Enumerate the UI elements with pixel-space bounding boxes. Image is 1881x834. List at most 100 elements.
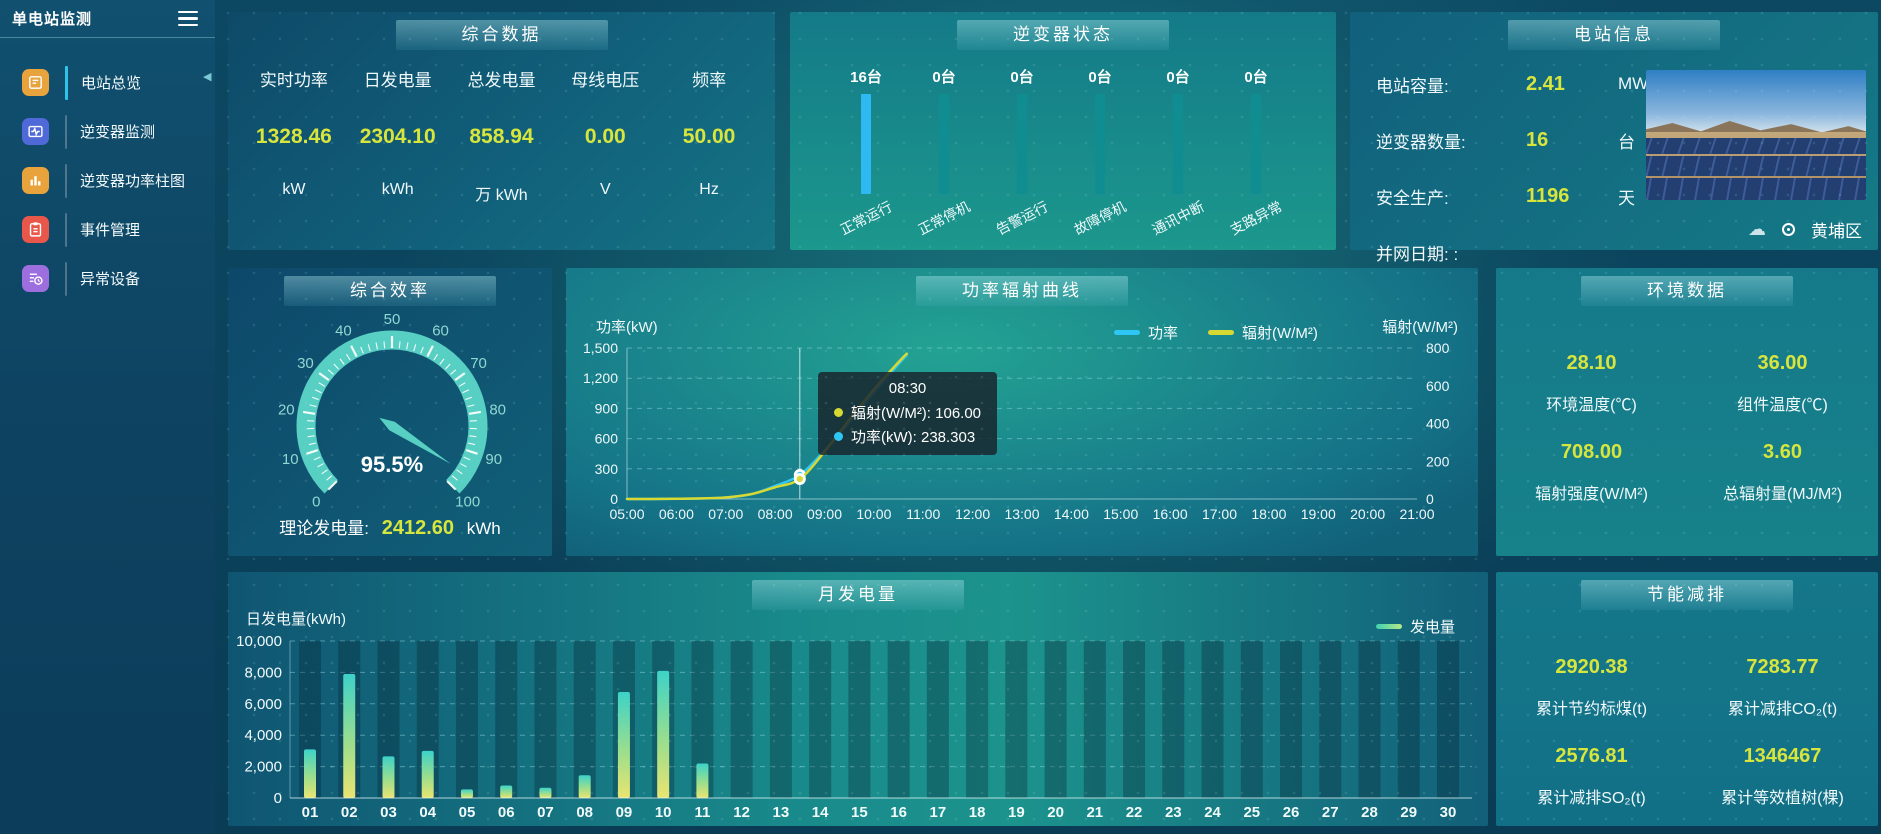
svg-text:200: 200 — [1426, 453, 1450, 469]
summary-metrics: 实时功率 1328.46 kW 日发电量 2304.10 kWh 总发电量 85… — [228, 50, 775, 205]
svg-text:10,000: 10,000 — [236, 633, 282, 650]
svg-text:900: 900 — [595, 400, 619, 416]
metric-frequency: 频率 50.00 Hz — [682, 71, 736, 198]
status-bar — [939, 94, 949, 194]
svg-text:15:00: 15:00 — [1103, 506, 1138, 522]
sidebar-item-inverter-power-bars[interactable]: 逆变器功率柱图 — [0, 156, 215, 205]
svg-text:4,000: 4,000 — [244, 727, 282, 744]
svg-text:600: 600 — [595, 431, 619, 447]
station-location: ☁ 黄埔区 — [1748, 217, 1862, 242]
svg-text:10: 10 — [282, 451, 299, 468]
inverter-count: 16台 — [850, 69, 882, 86]
panel-title-inverter-status: 逆变器状态 — [957, 20, 1169, 50]
sidebar-item-inverter-monitor[interactable]: 逆变器监测 — [0, 107, 215, 156]
panel-environment: 环境数据 28.10 环境温度(℃) 36.00 组件温度(℃) 708.00 … — [1496, 268, 1878, 556]
panel-title-summary: 综合数据 — [395, 20, 608, 50]
svg-text:17:00: 17:00 — [1202, 506, 1237, 522]
panel-summary: 综合数据 实时功率 1328.46 kW 日发电量 2304.10 kWh 总发… — [228, 12, 775, 250]
inverter-count: 0台 — [932, 69, 956, 86]
panel-title-environment: 环境数据 — [1581, 276, 1793, 306]
svg-text:06: 06 — [498, 804, 515, 821]
status-bar — [1017, 94, 1027, 194]
left-axis-title: 功率(kW) — [596, 319, 658, 336]
svg-text:80: 80 — [489, 401, 506, 418]
inverter-state-label: 通讯中断 — [1149, 198, 1207, 238]
inverter-state-label: 故障停机 — [1071, 198, 1129, 238]
bar-chart-legend[interactable]: 发电量 — [1376, 616, 1455, 637]
svg-text:90: 90 — [485, 451, 502, 468]
svg-text:25: 25 — [1243, 804, 1260, 821]
saving-metrics: 2920.38 累计节约标煤(t) 7283.77 累计减排CO₂(t) 257… — [1496, 630, 1878, 808]
svg-text:1,200: 1,200 — [583, 370, 618, 386]
legend-item[interactable]: 功率 — [1114, 322, 1178, 343]
metric-realtime-power: 实时功率 1328.46 kW — [255, 71, 332, 198]
svg-text:05:00: 05:00 — [609, 506, 644, 522]
panel-power-curve: 功率辐射曲线 功率(kW) 辐射(W/M²) 功率 辐射(W/M²) 0 300 60… — [566, 268, 1478, 556]
sidebar-menu: 电站总览 逆变器监测 逆变器功率柱图 事件管理 — [0, 58, 215, 303]
svg-text:11: 11 — [694, 804, 710, 821]
inverter-status-bar: 0台 通讯中断 — [1142, 66, 1214, 238]
inverter-status-bar: 16台 正常运行 — [830, 66, 902, 238]
panel-title-saving: 节能减排 — [1581, 580, 1793, 610]
inverter-count: 0台 — [1244, 69, 1268, 86]
status-bar — [1095, 94, 1105, 194]
svg-text:28: 28 — [1361, 804, 1378, 821]
inverter-monitor-icon — [22, 118, 49, 145]
panel-efficiency: 综合效率 0 10 20 30 40 50 60 70 80 90 100 95.5% 理论发电量: … — [228, 268, 552, 556]
theory-unit: kWh — [466, 519, 501, 538]
svg-text:09: 09 — [616, 804, 633, 821]
svg-text:11:00: 11:00 — [906, 506, 940, 522]
svg-text:29: 29 — [1400, 804, 1417, 821]
app-title: 单电站监测 — [12, 11, 93, 28]
collapse-sidebar-arrow[interactable]: ◀ — [203, 71, 212, 83]
monthly-generation-chart[interactable]: 0 2,000 4,000 6,000 8,000 10,000 01 02 03 04 05 06 0… — [228, 572, 1488, 826]
right-axis-title: 辐射(W/M²) — [1382, 319, 1458, 336]
svg-text:04: 04 — [419, 804, 436, 821]
so2-reduced: 2576.81 累计减排SO₂(t) — [1537, 745, 1646, 807]
status-bar — [861, 94, 871, 194]
theory-label: 理论发电量: — [279, 519, 369, 538]
svg-text:07:00: 07:00 — [708, 506, 743, 522]
panel-title-station-info: 电站信息 — [1508, 20, 1720, 50]
svg-text:23: 23 — [1165, 804, 1182, 821]
env-temperature: 28.10 环境温度(℃) — [1546, 352, 1637, 414]
svg-text:0: 0 — [312, 494, 320, 511]
svg-text:21:00: 21:00 — [1399, 506, 1434, 522]
svg-text:17: 17 — [930, 804, 947, 821]
environment-metrics: 28.10 环境温度(℃) 36.00 组件温度(℃) 708.00 辐射强度(… — [1496, 326, 1878, 504]
efficiency-gauge: 0 10 20 30 40 50 60 70 80 90 100 95.5% — [278, 311, 506, 511]
svg-text:09:00: 09:00 — [807, 506, 842, 522]
panel-title-monthly: 月发电量 — [752, 580, 964, 610]
svg-text:40: 40 — [335, 323, 352, 340]
svg-text:20: 20 — [1047, 804, 1064, 821]
svg-text:0: 0 — [610, 491, 618, 507]
svg-text:15: 15 — [851, 804, 868, 821]
svg-text:600: 600 — [1426, 378, 1450, 394]
panel-title-efficiency: 综合效率 — [284, 276, 496, 306]
theory-generation: 理论发电量: 2412.60 kWh — [228, 514, 552, 540]
weather-icon: ☁ — [1748, 219, 1766, 239]
inverter-count-row: 逆变器数量: 16 台 — [1376, 128, 1635, 152]
svg-text:14: 14 — [812, 804, 829, 821]
total-radiation: 3.60 总辐射量(MJ/M²) — [1722, 441, 1843, 503]
svg-text:21: 21 — [1086, 804, 1103, 821]
metric-daily-energy: 日发电量 2304.10 kWh — [359, 71, 436, 198]
tooltip-power-row: 功率(kW): 238.303 — [834, 426, 981, 447]
svg-text:60: 60 — [432, 323, 449, 340]
power-radiation-chart[interactable]: 0 300 600 900 1,200 1,500 0 200 400 600 800 05:00 06… — [566, 268, 1478, 556]
panel-monthly-generation: 月发电量 日发电量(kWh) 发电量 0 2,000 4,000 6,000 8,000… — [228, 572, 1488, 826]
svg-text:27: 27 — [1322, 804, 1339, 821]
menu-icon[interactable] — [175, 8, 201, 30]
sidebar-item-station-overview[interactable]: 电站总览 — [0, 58, 215, 107]
svg-text:300: 300 — [595, 461, 619, 477]
sidebar-item-abnormal-devices[interactable]: 异常设备 — [0, 254, 215, 303]
legend-item[interactable]: 辐射(W/M²) — [1208, 322, 1318, 343]
svg-text:18:00: 18:00 — [1251, 506, 1286, 522]
inverter-status-bar: 0台 故障停机 — [1064, 66, 1136, 238]
sidebar-item-event-management[interactable]: 事件管理 — [0, 205, 215, 254]
svg-text:2,000: 2,000 — [244, 759, 282, 776]
status-bar — [1173, 94, 1183, 194]
svg-text:50: 50 — [384, 311, 401, 328]
svg-text:16: 16 — [890, 804, 907, 821]
svg-text:6,000: 6,000 — [244, 696, 282, 713]
